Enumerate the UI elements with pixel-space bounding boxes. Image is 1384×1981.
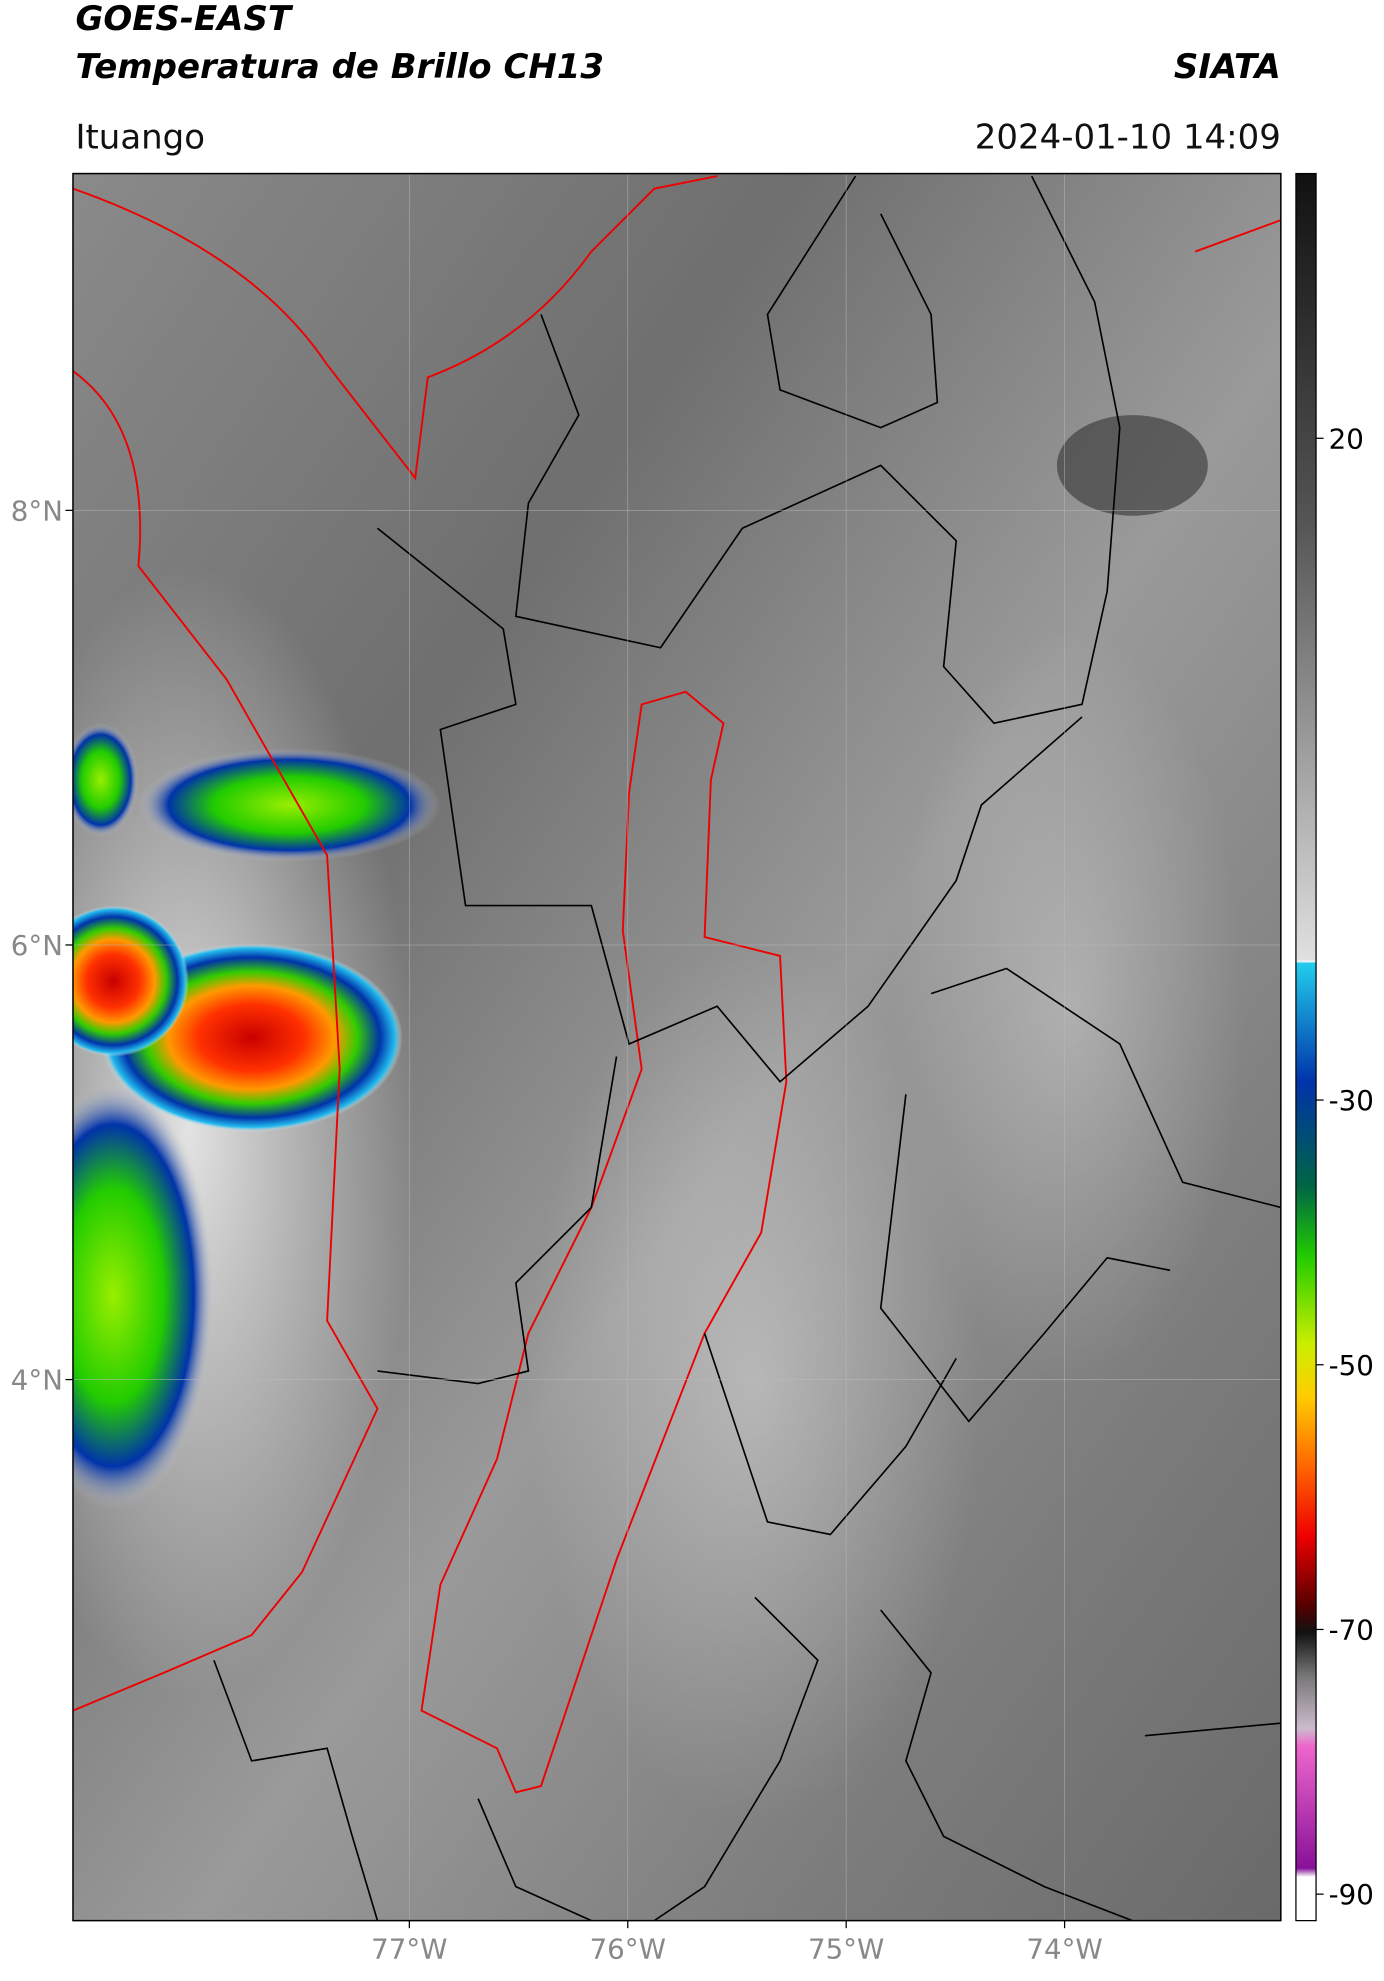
graticule	[65, 173, 1281, 1929]
satellite-image	[72, 173, 1281, 1921]
subtitle: Temperatura de Brillo CH13	[75, 47, 604, 87]
colorbar-tick-label: -90	[1329, 1878, 1374, 1911]
lat-tick-label: 8°N	[11, 494, 63, 527]
org: SIATA	[1174, 47, 1281, 87]
colorbar	[1295, 172, 1317, 1922]
lon-tick-label: 74°W	[1026, 1932, 1102, 1965]
lon-tick-label: 77°W	[371, 1932, 447, 1965]
lat-tick-label: 4°N	[11, 1364, 63, 1397]
colorbar-tick-label: -30	[1329, 1084, 1374, 1117]
location: Ituango	[75, 117, 205, 157]
datetime: 2024-01-10 14:09	[975, 117, 1281, 157]
colorbar-tick-label: 20	[1329, 422, 1364, 455]
title: GOES-EAST	[75, 0, 293, 39]
lat-tick-label: 6°N	[11, 929, 63, 962]
colorbar-tick-label: -50	[1329, 1349, 1374, 1382]
colorbar-tick-label: -70	[1329, 1614, 1374, 1647]
map-frame	[72, 172, 1282, 1922]
lon-tick-label: 75°W	[808, 1932, 884, 1965]
lon-tick-label: 76°W	[590, 1932, 666, 1965]
